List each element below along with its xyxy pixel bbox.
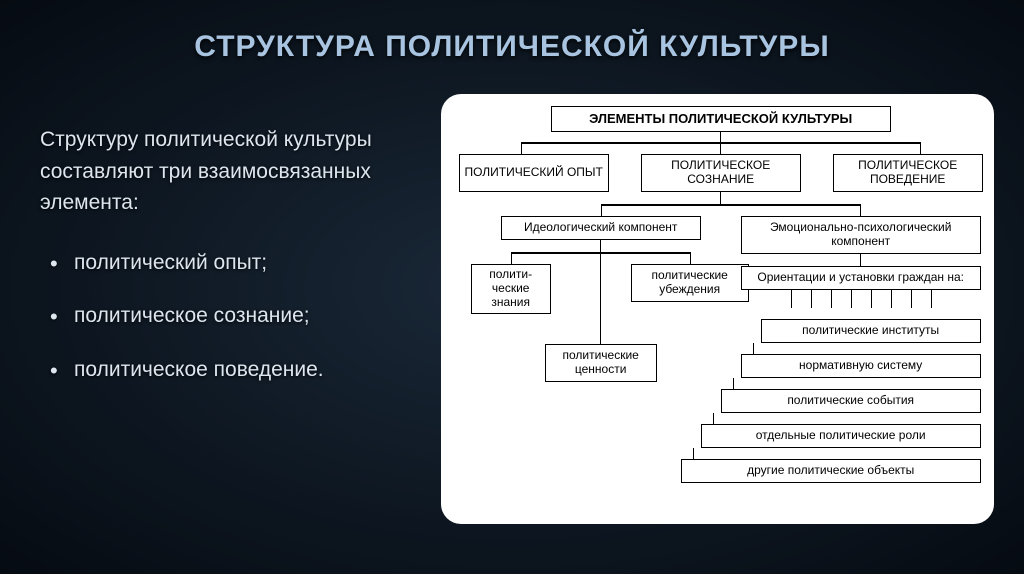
list-item: политическое поведение. [50,354,441,386]
top-box-1: ПОЛИТИЧЕСКИЙ ОПЫТ [459,154,609,192]
top-box-3: ПОЛИТИЧЕСКОЕ ПОВЕДЕНИЕ [833,154,983,192]
slide-title: СТРУКТУРА ПОЛИТИЧЕСКОЙ КУЛЬТУРЫ [0,0,1024,64]
root-box: ЭЛЕМЕНТЫ ПОЛИТИЧЕСКОЙ КУЛЬТУРЫ [551,106,891,132]
stack-2: нормативную систему [741,354,981,378]
top-box-2: ПОЛИТИЧЕСКОЕ СОЗНАНИЕ [641,154,801,192]
diagram: ЭЛЕМЕНТЫ ПОЛИТИЧЕСКОЙ КУЛЬТУРЫ ПОЛИТИЧЕС… [441,94,994,524]
list-item: политический опыт; [50,247,441,279]
ideo-child-3: политические ценности [545,344,657,382]
stack-1: политические институты [761,319,981,343]
list-item: политическое сознание; [50,300,441,332]
intro-text: Структуру политической культуры составля… [40,124,441,219]
bullet-list: политический опыт; политическое сознание… [40,247,441,386]
ideo-child-2: политические убеждения [631,264,749,302]
left-column: Структуру политической культуры составля… [40,94,441,558]
stack-4: отдельные политические роли [701,424,981,448]
content-wrap: Структуру политической культуры составля… [0,64,1024,558]
emo-header-box: Ориентации и установки граждан на: [741,266,981,290]
stack-3: политические события [721,389,981,413]
mid-left-box: Идеологический компонент [501,216,701,240]
stack-5: другие политические объекты [681,459,981,483]
right-column: ЭЛЕМЕНТЫ ПОЛИТИЧЕСКОЙ КУЛЬТУРЫ ПОЛИТИЧЕС… [441,94,994,558]
ideo-child-1: полити-ческие знания [471,264,551,314]
mid-right-box: Эмоционально-психологический компонент [741,216,981,254]
